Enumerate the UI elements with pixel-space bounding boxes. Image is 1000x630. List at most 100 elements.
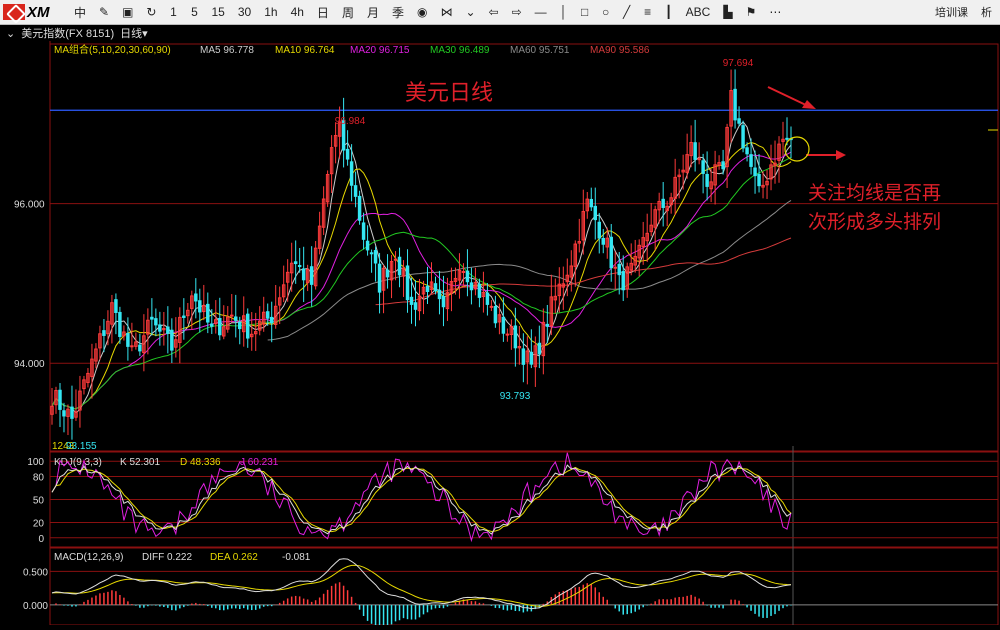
candle-body [557,283,562,297]
candle-body [146,319,150,335]
period-week-button[interactable]: 周 [341,5,354,20]
candle-body [509,325,514,336]
candle-body [693,142,697,160]
candle-body [777,143,781,161]
candle-body [257,320,262,331]
chart-area[interactable]: 96.000 94.000 MA组合(5,10,20,30,60,90) MA5 96… [0,41,1000,630]
candle-body [629,262,633,271]
candle-body [341,119,346,151]
refresh-icon[interactable]: ↻ [146,5,157,19]
candle-body [505,333,510,336]
ma60-line [267,199,792,341]
candle-body [226,316,230,330]
text-abc-icon[interactable]: ABC [685,5,711,19]
candle-body [473,281,478,290]
candle-body [537,342,542,355]
training-button[interactable]: 培训课 [935,7,968,19]
candle-body [134,341,138,347]
period-30m-button[interactable]: 30 [237,5,252,19]
period-month-button[interactable]: 月 [366,5,379,20]
draw-icon[interactable]: ✎ [99,5,110,19]
candle-body [309,266,314,285]
ma5-line [51,121,792,414]
candle-body [593,205,598,221]
period-15m-button[interactable]: 15 [211,5,225,19]
more-right-button[interactable]: 析 [981,7,992,19]
hline-icon[interactable]: — [534,5,547,19]
ma30-line [51,156,792,410]
more-icon[interactable]: ⋯ [769,5,782,19]
candle-body [317,225,322,249]
candle-body [657,200,661,211]
candle-body [94,348,98,362]
candle-body [481,291,486,298]
flag-icon[interactable]: ⚑ [745,5,757,19]
chevron-down-double-icon[interactable]: ⌄ [465,5,476,19]
collapse-chevron-icon[interactable]: ⌄ [6,27,16,40]
candle-body [749,154,753,167]
candle-body [190,295,194,309]
candle-body [182,315,186,318]
kdj-value-k: K 52.301 [120,457,160,468]
high-price-label: 97.694 [723,58,754,69]
toolbar-right: 培训课 析 [930,0,1000,24]
bar-chart-icon[interactable]: ▙ [723,5,733,19]
candle-body [162,327,166,331]
candle-body [437,289,442,300]
annotation-arrowhead-1 [802,100,816,109]
candle-body [206,303,210,323]
candle-body [625,266,629,290]
split-icon[interactable]: ⋈ [440,5,453,19]
candle-body [313,247,318,287]
period-season-button[interactable]: 季 [391,5,404,20]
level-icon[interactable]: ┃ [665,5,673,19]
candle-body [329,147,334,175]
period-label[interactable]: 日线 [120,28,143,40]
period-day-button[interactable]: 日 [316,5,329,20]
candle-body [178,316,182,343]
candle-body [365,240,370,251]
candle-body [565,274,570,283]
candle-body [417,295,422,312]
ma-value-ma90: MA90 95.586 [590,45,650,56]
candle-body [249,333,254,338]
candle-body [769,164,773,180]
trend-icon[interactable]: ╱ [623,5,631,19]
bar-count-label: 1243 [52,441,75,452]
chinese-char-button-button[interactable]: 中 [74,5,87,20]
arrow-right-icon[interactable]: ⇨ [511,5,522,19]
period-1h-button[interactable]: 1h [264,5,278,19]
ma20-line [51,151,792,410]
candle-body [529,351,534,365]
candle-body [457,269,462,281]
annotation-arrow-1 [767,86,809,107]
symbol-name[interactable]: 美元指数(FX 8151) [21,28,115,40]
candle-body [633,255,637,266]
candle-body [238,321,242,330]
period-dropdown-icon[interactable]: ▾ [142,27,148,40]
candle-body [561,283,566,288]
candle-body [405,265,410,301]
period-5m-button[interactable]: 5 [191,5,198,19]
save-icon[interactable]: ▣ [122,5,134,19]
macd-diff-line [51,558,792,610]
fib-icon[interactable]: ≡ [644,5,652,19]
period-4h-button[interactable]: 4h [290,5,304,19]
candle-body [86,372,90,384]
candle-body [102,330,106,336]
rect-icon[interactable]: □ [581,5,589,19]
candle-body [733,88,737,121]
vline-icon[interactable]: │ [559,5,568,19]
candle-body [222,326,226,337]
candle-body [198,300,202,313]
eye-icon[interactable]: ◉ [416,5,428,19]
chart-svg[interactable]: 96.000 94.000 MA组合(5,10,20,30,60,90) MA5 96… [0,41,1000,630]
arrow-left-icon[interactable]: ⇦ [488,5,499,19]
kdj-title: KDJ(9,3,3) [54,457,102,468]
period-1m-button[interactable]: 1 [170,5,177,19]
ellipse-icon[interactable]: ○ [602,5,610,19]
candle-body [669,197,673,206]
macd-dea-line [51,564,792,607]
candle-body [130,345,134,348]
ma-value-ma20: MA20 96.715 [350,45,410,56]
